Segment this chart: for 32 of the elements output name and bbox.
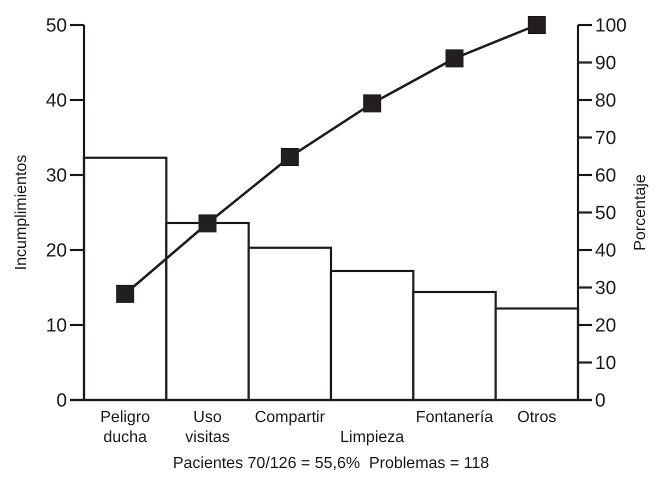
y2-tick-label: 90: [595, 53, 616, 74]
y2-tick-label: 70: [595, 128, 616, 150]
x-tick-label: Compartir: [254, 409, 326, 426]
y-tick-label: 40: [46, 90, 67, 112]
x-tick-label: Peligro ducha: [100, 409, 150, 446]
y2-tick-label: 100: [595, 16, 627, 37]
y2-tick-label: 30: [595, 278, 616, 300]
x-tick-label: Fontanería: [416, 409, 494, 426]
x-tick-label: Limpieza: [340, 429, 404, 446]
point: [198, 214, 216, 232]
y2-tick-label: 80: [595, 90, 616, 112]
y-axis-title: Incumplimientos: [13, 154, 30, 270]
y2-tick-label: 40: [595, 240, 616, 262]
y2-axis-title: Porcentaje: [632, 174, 649, 251]
point: [363, 94, 382, 112]
y-tick-label: 30: [46, 166, 67, 187]
y-tick-label: 0: [56, 390, 67, 412]
y2-tick-label: 0: [595, 390, 606, 412]
point: [528, 16, 546, 34]
y-tick-label: 20: [46, 240, 67, 262]
x-tick-label: Uso visitas: [185, 409, 230, 446]
point: [280, 148, 299, 166]
y-tick-label: 50: [46, 16, 67, 37]
point: [116, 284, 134, 303]
x-tick-label: Otros: [517, 409, 556, 426]
y2-tick-label: 20: [595, 316, 616, 337]
y2-tick-label: 10: [595, 353, 616, 374]
text: Pacientes 70/126 = 55,6% Problemas = 118: [172, 455, 490, 472]
y-tick-label: 10: [46, 316, 67, 337]
point: [446, 49, 464, 68]
y2-tick-label: 60: [595, 166, 616, 187]
y2-tick-label: 50: [595, 203, 616, 224]
